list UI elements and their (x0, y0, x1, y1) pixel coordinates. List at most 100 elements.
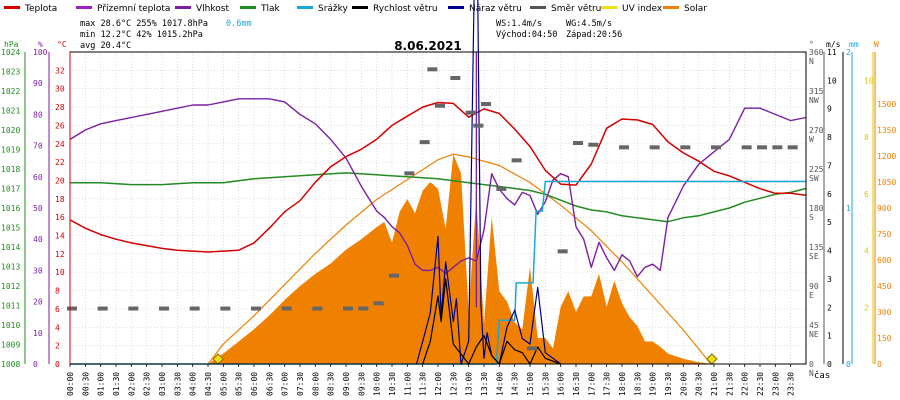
humidity-axis-tick: 100 (33, 48, 48, 57)
wind-dir-mark (343, 306, 353, 311)
hpa-axis-tick: 1015 (1, 224, 20, 233)
mm-unit: mm (849, 40, 859, 49)
temperature-axis-tick: 10 (55, 268, 65, 277)
wind-speed-axis-tick: 8 (827, 133, 832, 142)
direction-axis-dir-label: NE (809, 330, 819, 339)
wind-speed-line (422, 278, 561, 365)
temperature-axis-tick: 2 (55, 342, 60, 351)
x-tick-label: 03:00 (158, 372, 167, 396)
wind-dir-mark (312, 306, 323, 311)
uv-axis-tick: 4 (864, 247, 869, 256)
temperature-axis-tick: 4 (55, 323, 60, 332)
wind-dir-mark (281, 306, 292, 311)
x-tick-label: 17:00 (587, 372, 596, 396)
stats-sunset: Západ:20:56 (566, 30, 622, 40)
wind-dir-mark (251, 306, 261, 311)
hpa-axis-tick: 1024 (1, 48, 20, 57)
temperature-axis-tick: 16 (55, 213, 65, 222)
legend-swatch (175, 6, 191, 9)
temperature-axis-tick: 14 (55, 232, 65, 241)
solar-axis-tick: 150 (877, 334, 892, 343)
temperature-axis-tick: 18 (55, 195, 65, 204)
wind-speed-axis-tick: 0 (827, 360, 832, 369)
temperature-line (69, 101, 807, 253)
x-tick-label: 19:30 (664, 372, 673, 396)
legend-label: Vlhkost (196, 4, 229, 14)
wind-dir-mark (465, 110, 476, 115)
x-tick-label: 11:30 (419, 372, 428, 396)
x-tick-label: 05:30 (235, 372, 244, 396)
x-tick-label: 22:30 (756, 372, 765, 396)
hpa-axis-tick: 1013 (1, 263, 20, 272)
hpa-axis-tick: 1019 (1, 146, 20, 155)
legend-item: UV index (601, 4, 663, 14)
wind-dir-mark (573, 141, 583, 145)
hpa-axis-tick: 1012 (1, 282, 20, 291)
x-tick-label: 12:30 (449, 372, 458, 396)
wind-dir-mark (220, 306, 231, 311)
wind-dir-mark (189, 306, 200, 311)
x-tick-label: 13:00 (465, 372, 474, 396)
wind-dir-mark (389, 273, 399, 278)
wind-gust-line (415, 0, 562, 365)
direction-axis-dir-label: S (809, 213, 814, 222)
wind-dir-mark (619, 145, 629, 150)
wind-dir-mark (588, 142, 599, 147)
rain-axis-tick: 0 (846, 360, 851, 369)
hpa-axis-tick: 1020 (1, 126, 20, 135)
wind-dir-mark (557, 249, 568, 254)
hpa-unit: hPa (4, 40, 19, 49)
hpa-axis: 1008 1009 1010 1011 1012 1013 1014 1015 1016 1017… (1, 48, 26, 369)
direction-axis-dir-label: NW (809, 96, 819, 105)
humidity-axis-tick: 90 (33, 79, 43, 88)
x-tick-label: 14:00 (495, 372, 504, 396)
solar-axis-tick: 450 (877, 282, 892, 291)
legend-label: Směr větru (551, 4, 601, 14)
wind-dir-mark (741, 145, 752, 150)
pct-unit: % (38, 40, 43, 49)
legend-label: Přízemní teplota (97, 4, 170, 14)
wind-dir-mark (159, 306, 169, 311)
solar-axis-tick: 1050 (877, 178, 896, 187)
legend-item: Rychlost větru (352, 4, 438, 14)
legend-label: Náraz větru (469, 4, 522, 14)
x-tick-label: 08:00 (311, 372, 320, 396)
x-tick-label: 16:00 (557, 372, 566, 396)
wind-dir-mark (711, 145, 721, 150)
temperature-axis-tick: 0 (55, 360, 60, 369)
temperature-axis-tick: 22 (55, 158, 65, 167)
x-tick-label: 00:00 (66, 372, 75, 396)
wind-dir-mark (373, 301, 384, 306)
temperature-axis-tick: 26 (55, 121, 65, 130)
wind-speed-axis-tick: 6 (827, 190, 832, 199)
stats-max: max 28.6°C 255% 1017.8hPa (80, 19, 208, 29)
direction-axis-tick: 90 (809, 282, 819, 291)
humidity-axis-tick: 10 (33, 329, 43, 338)
x-tick-label: 07:30 (296, 372, 305, 396)
hpa-axis-tick: 1016 (1, 204, 20, 213)
wind-speed-axis-tick: 9 (827, 105, 832, 114)
x-tick-label: 09:00 (342, 372, 351, 396)
legend-swatch (601, 6, 617, 9)
humidity-axis-tick: 50 (33, 204, 43, 213)
deg-unit: ° (809, 40, 814, 49)
wind-dir-mark (435, 103, 445, 108)
x-tick-label: 11:00 (403, 372, 412, 396)
legend-swatch (352, 6, 368, 9)
humidity-axis-tick: 20 (33, 298, 43, 307)
hpa-axis-tick: 1017 (1, 185, 20, 194)
wind-dir-mark (511, 158, 522, 163)
x-tick-label: 02:00 (127, 372, 136, 396)
direction-axis-dir-label: SW (809, 174, 819, 183)
wind-dir-mark (419, 140, 430, 145)
stats-min: min 12.2°C 42% 1015.2hPa (80, 30, 203, 40)
wind-speed-axis-tick: 2 (827, 303, 832, 312)
solar-axis-tick: 300 (877, 308, 892, 317)
stats-panel: max 28.6°C 255% 1017.8hPa 0.6mm min 12.2°C… (80, 19, 622, 51)
hpa-axis-tick: 1021 (1, 107, 20, 116)
x-tick-label: 10:30 (388, 372, 397, 396)
direction-axis-tick: 0 (809, 360, 814, 369)
wind-speed-axis-tick: 4 (827, 247, 832, 256)
humidity-axis-tick: 80 (33, 110, 43, 119)
